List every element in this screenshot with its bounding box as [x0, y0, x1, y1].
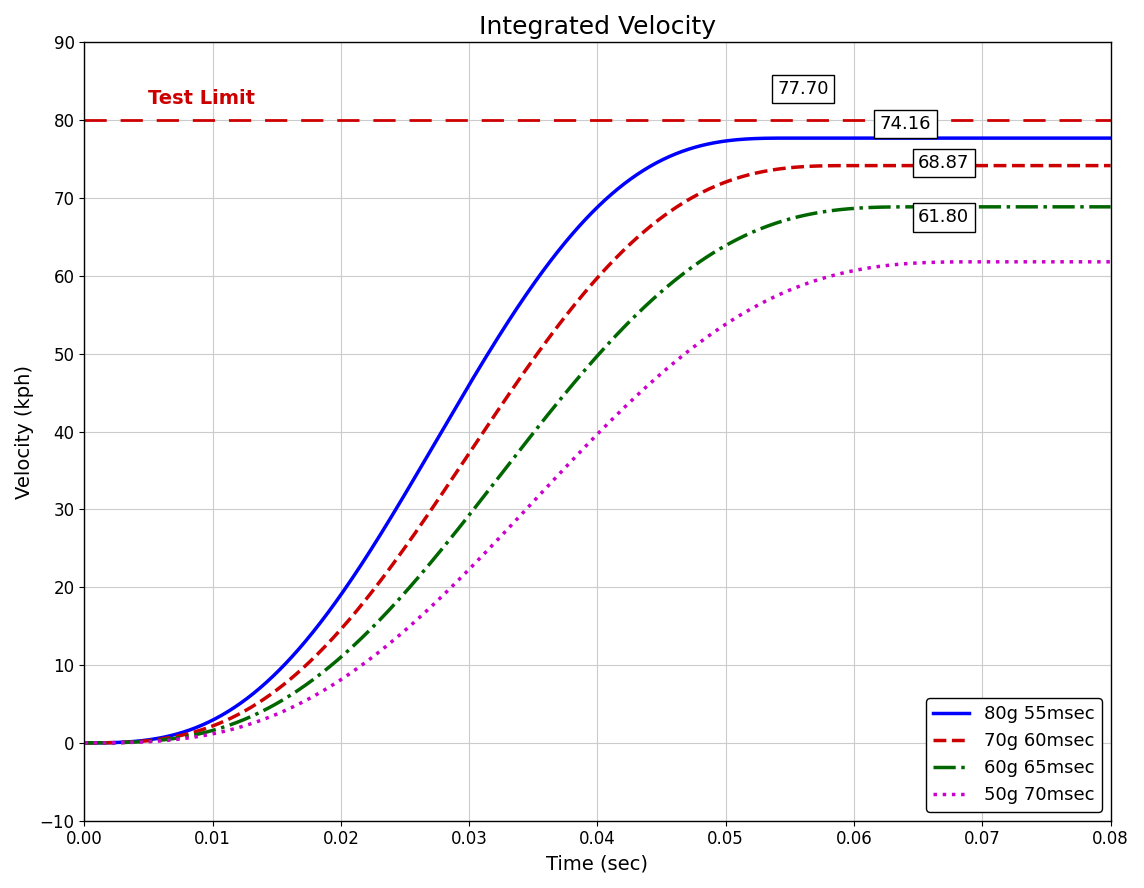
70g 60msec	[348, 607, 362, 618]
50g 70msec	[545, 477, 558, 488]
50g 70msec	[975, 257, 988, 267]
Text: 61.80: 61.80	[919, 209, 969, 226]
80g 55msec	[781, 133, 795, 144]
80g 55msec	[348, 569, 362, 580]
80g 55msec	[216, 710, 230, 720]
70g 60msec	[78, 738, 92, 749]
80g 55msec	[726, 135, 740, 146]
Y-axis label: Velocity (kph): Velocity (kph)	[15, 365, 34, 498]
50g 70msec	[228, 724, 241, 734]
Line: 70g 60msec: 70g 60msec	[85, 165, 1111, 743]
80g 55msec	[228, 702, 241, 713]
70g 60msec	[1095, 160, 1109, 170]
70g 60msec	[1104, 160, 1118, 170]
X-axis label: Time (sec): Time (sec)	[547, 854, 649, 873]
70g 60msec	[545, 329, 558, 340]
60g 65msec	[348, 639, 362, 650]
Text: 77.70: 77.70	[777, 80, 828, 98]
60g 65msec	[909, 202, 923, 212]
Title: Integrated Velocity: Integrated Velocity	[479, 15, 716, 39]
60g 65msec	[545, 405, 558, 416]
50g 70msec	[348, 665, 362, 676]
50g 70msec	[726, 314, 740, 325]
60g 65msec	[726, 236, 740, 247]
80g 55msec	[78, 738, 92, 749]
50g 70msec	[78, 738, 92, 749]
60g 65msec	[78, 738, 92, 749]
80g 55msec	[545, 255, 558, 266]
Legend: 80g 55msec, 70g 60msec, 60g 65msec, 50g 70msec: 80g 55msec, 70g 60msec, 60g 65msec, 50g …	[925, 698, 1102, 812]
60g 65msec	[1095, 202, 1109, 212]
80g 55msec	[1095, 133, 1109, 144]
Line: 50g 70msec: 50g 70msec	[85, 262, 1111, 743]
60g 65msec	[1104, 202, 1118, 212]
Text: Test Limit: Test Limit	[149, 90, 255, 108]
Line: 80g 55msec: 80g 55msec	[85, 139, 1111, 743]
60g 65msec	[228, 718, 241, 729]
70g 60msec	[228, 711, 241, 722]
50g 70msec	[216, 726, 230, 737]
50g 70msec	[1095, 257, 1109, 267]
70g 60msec	[216, 717, 230, 727]
Text: 74.16: 74.16	[880, 115, 931, 133]
70g 60msec	[726, 174, 740, 185]
80g 55msec	[1104, 133, 1118, 144]
60g 65msec	[216, 722, 230, 733]
Text: 68.87: 68.87	[919, 154, 970, 172]
50g 70msec	[1104, 257, 1118, 267]
Line: 60g 65msec: 60g 65msec	[85, 207, 1111, 743]
70g 60msec	[845, 160, 859, 170]
